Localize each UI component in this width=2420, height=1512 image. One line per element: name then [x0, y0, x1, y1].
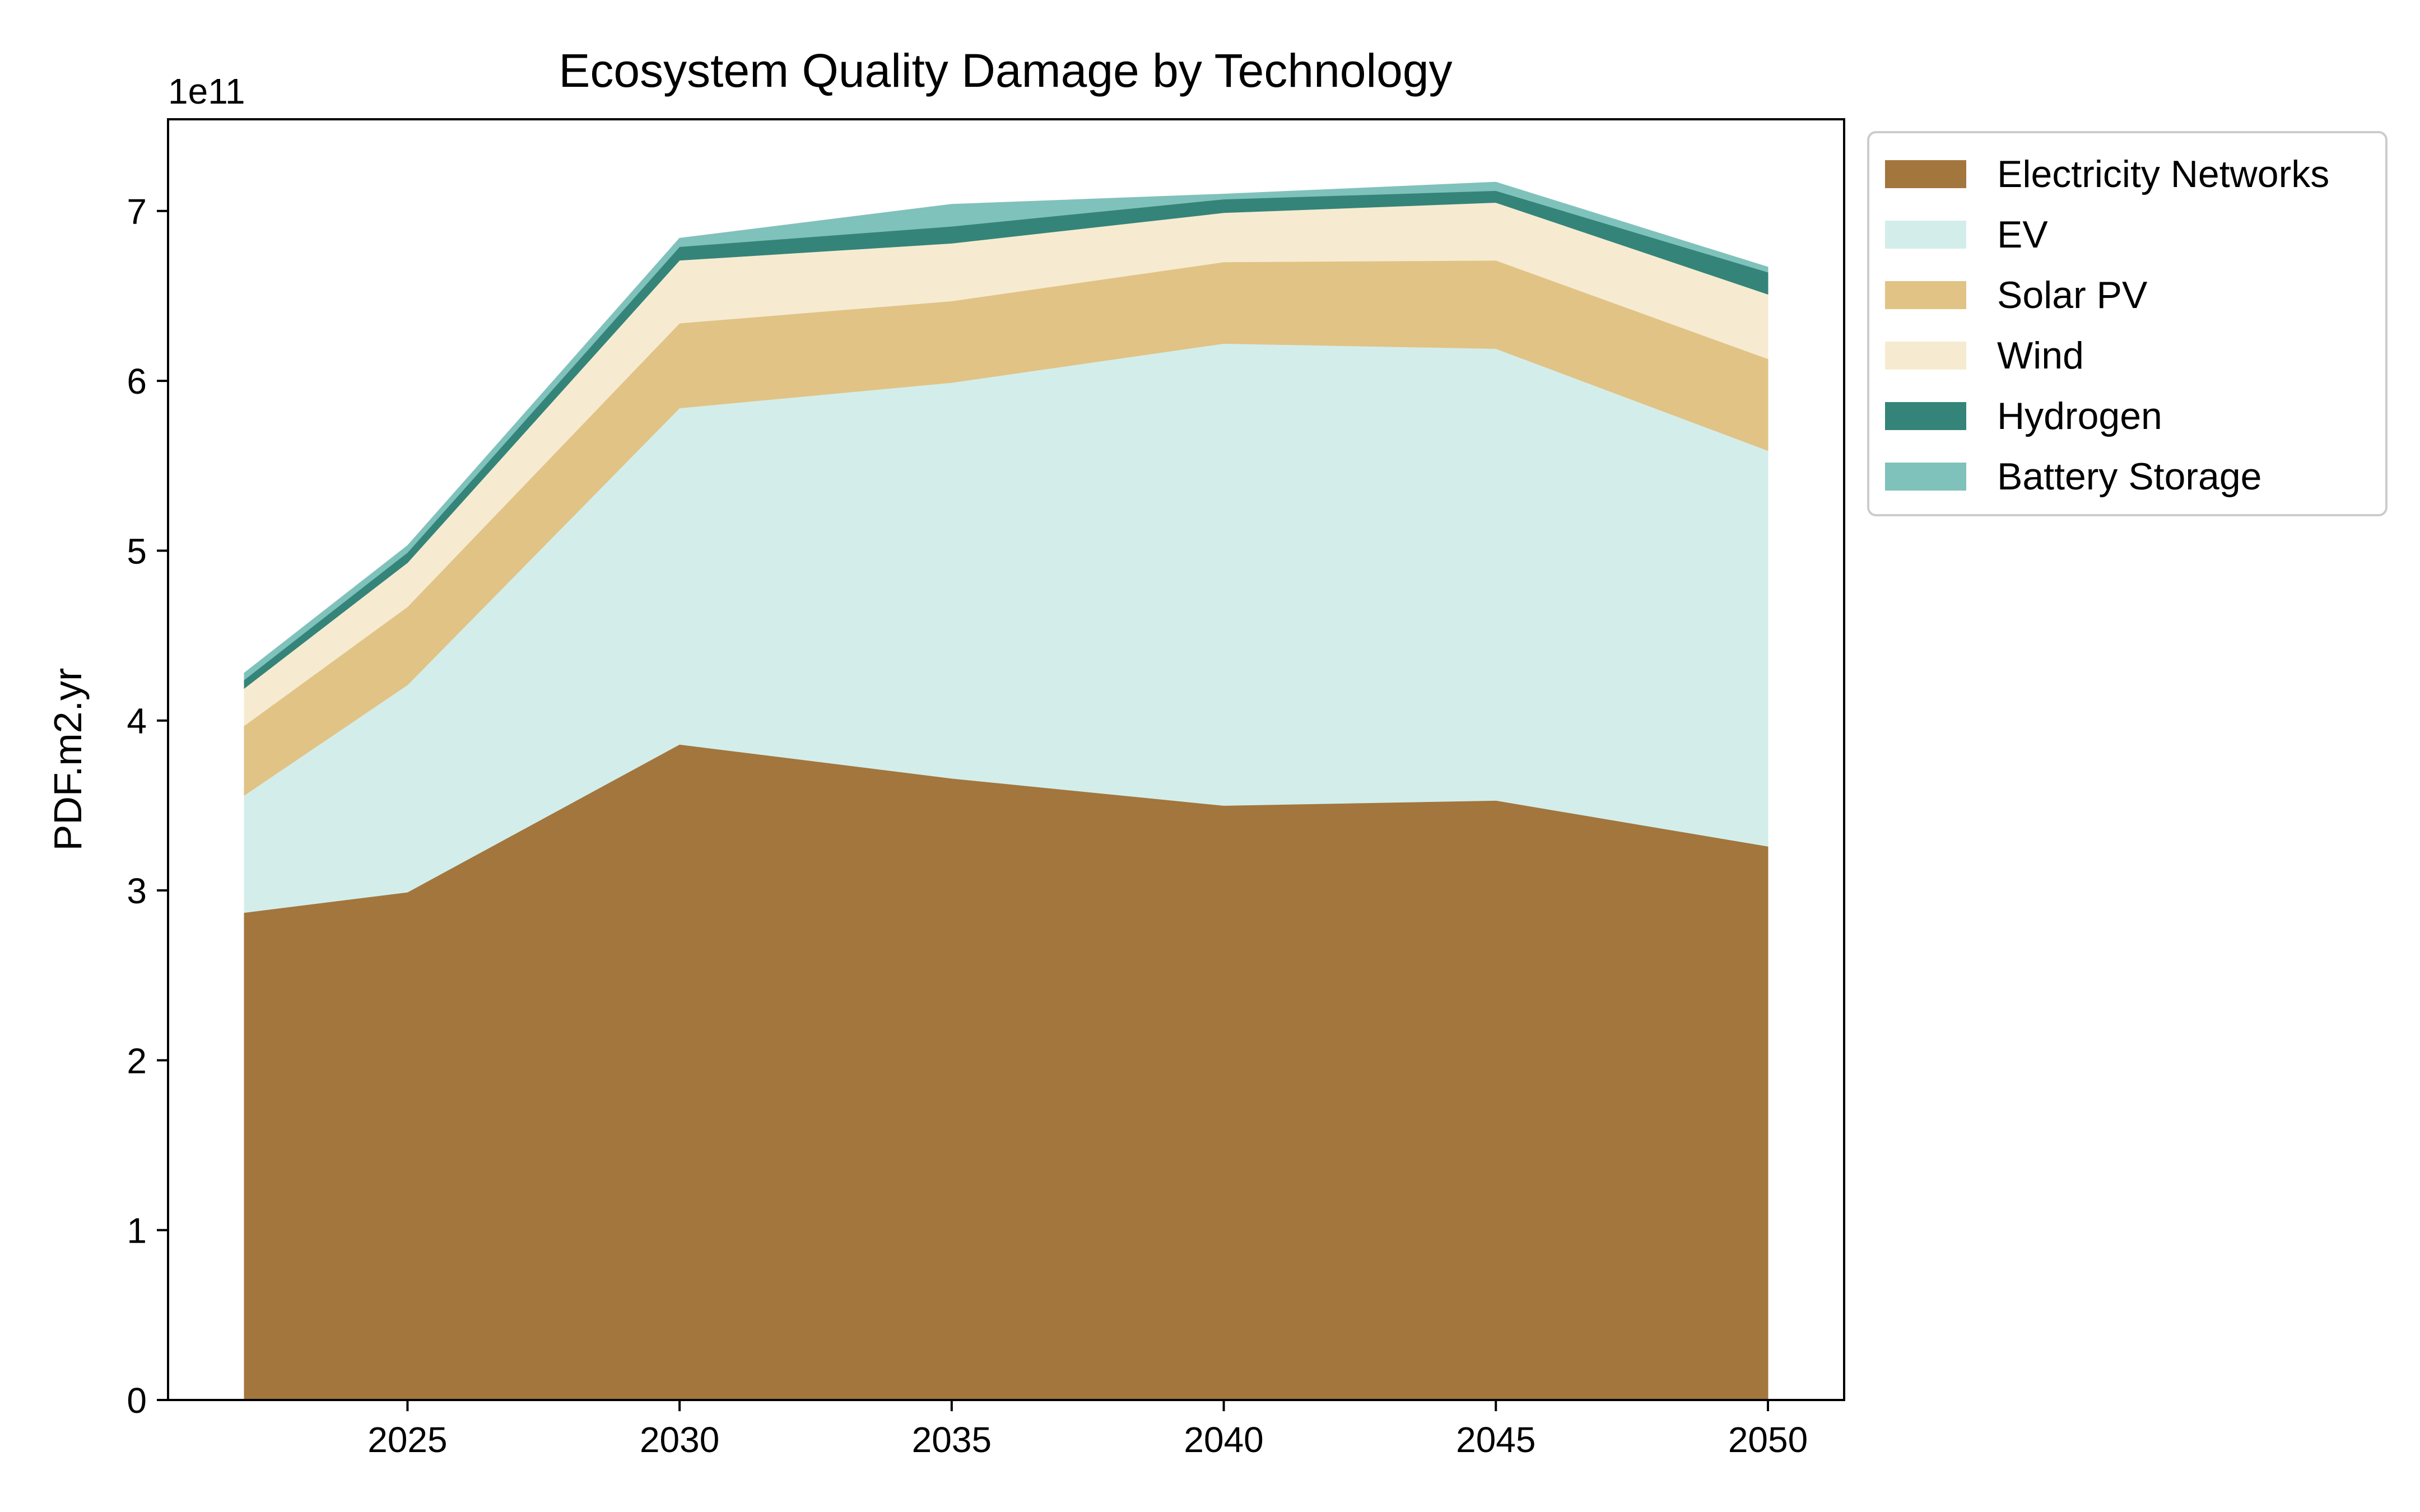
y-axis: 0 1 2 3 4 5 6 7 — [127, 192, 168, 1421]
x-axis: 2025 2030 2035 2040 2045 2050 — [367, 1400, 1808, 1460]
x-tick-label-2045: 2045 — [1456, 1420, 1535, 1460]
y-tick-label-4: 4 — [127, 701, 147, 741]
legend-swatch-ev — [1885, 221, 1966, 249]
y-tick-label-5: 5 — [127, 531, 147, 571]
y-tick-label-7: 7 — [127, 192, 147, 232]
legend-swatch-electricity-networks — [1885, 160, 1966, 188]
area-battery-storage — [244, 181, 1769, 680]
legend-label-electricity-networks: Electricity Networks — [1997, 153, 2329, 195]
legend-label-hydrogen: Hydrogen — [1997, 395, 2162, 437]
legend-label-solar-pv: Solar PV — [1997, 274, 2148, 316]
legend: Electricity Networks EV Solar PV Wind Hydrog… — [1867, 131, 2388, 516]
y-tick-label-1: 1 — [127, 1211, 147, 1251]
y-tick-label-0: 0 — [127, 1380, 147, 1421]
legend-label-battery-storage: Battery Storage — [1997, 455, 2261, 498]
x-tick-label-2025: 2025 — [367, 1420, 447, 1460]
y-axis-label: PDF.m2.yr — [46, 668, 90, 851]
chart-title: Ecosystem Quality Damage by Technology — [559, 44, 1452, 97]
legend-label-wind: Wind — [1997, 334, 2084, 377]
legend-frame — [1867, 131, 2388, 516]
x-tick-label-2040: 2040 — [1184, 1420, 1263, 1460]
x-tick-label-2050: 2050 — [1728, 1420, 1808, 1460]
legend-label-ev: EV — [1997, 213, 2048, 256]
area-layers — [244, 181, 1769, 1401]
legend-swatch-hydrogen — [1885, 402, 1966, 430]
x-tick-label-2030: 2030 — [640, 1420, 719, 1460]
legend-swatch-battery-storage — [1885, 463, 1966, 491]
plot-frame — [167, 118, 1845, 1401]
y-tick-label-3: 3 — [127, 871, 147, 911]
y-axis-offset-label: 1e11 — [168, 71, 245, 111]
y-tick-label-2: 2 — [127, 1040, 147, 1081]
legend-swatch-solar-pv — [1885, 281, 1966, 309]
legend-swatch-wind — [1885, 342, 1966, 370]
y-tick-label-6: 6 — [127, 361, 147, 402]
x-tick-label-2035: 2035 — [912, 1420, 992, 1460]
